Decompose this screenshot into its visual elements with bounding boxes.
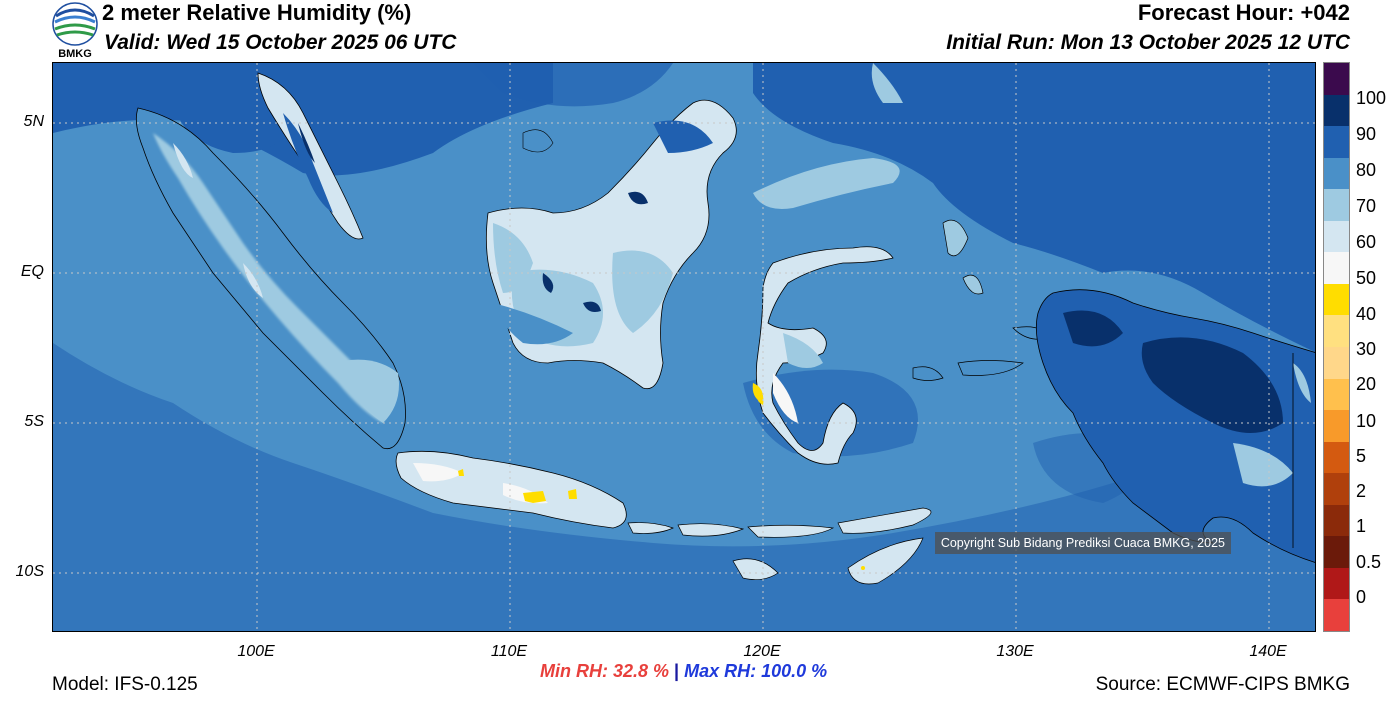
forecast-hour: Forecast Hour: +042 [1137, 0, 1350, 25]
colorbar-segment [1324, 220, 1349, 253]
cb-label-1: 1 [1356, 516, 1367, 536]
borneo-island [485, 99, 737, 390]
cb-label-80: 80 [1356, 160, 1377, 180]
colorbar [1323, 62, 1350, 632]
lon-label-110e: 110E [490, 643, 528, 660]
cb-label-0-5: 0.5 [1356, 552, 1382, 572]
colorbar-segment [1324, 126, 1349, 159]
colorbar-segment [1324, 283, 1349, 316]
lon-label-100e: 100E [237, 643, 275, 660]
initial-run: Initial Run: Mon 13 October 2025 12 UTC [946, 31, 1350, 54]
cb-label-0: 0 [1356, 587, 1367, 607]
cb-label-40: 40 [1356, 304, 1377, 324]
colorbar-segment [1324, 473, 1349, 506]
cb-label-60: 60 [1356, 232, 1377, 252]
graticule [53, 63, 1315, 631]
colorbar-segment [1324, 567, 1349, 600]
humid-band-north [871, 63, 903, 103]
lon-label-140e: 140E [1249, 643, 1287, 660]
source-label: Source: ECMWF-CIPS BMKG [1095, 674, 1350, 695]
lon-label-120e: 120E [743, 643, 781, 660]
copyright-notice: Copyright Sub Bidang Prediksi Cuaca BMKG… [934, 532, 1231, 554]
map-canvas [53, 63, 1315, 631]
colorbar-segment [1324, 347, 1349, 380]
cb-label-5: 5 [1356, 446, 1367, 466]
bmkg-logo-icon [52, 2, 98, 46]
valid-time: Valid: Wed 15 October 2025 06 UTC [104, 31, 457, 54]
cb-label-50: 50 [1356, 268, 1377, 288]
sulawesi-island [752, 246, 894, 465]
colorbar-segment [1324, 599, 1349, 632]
lon-label-130e: 130E [996, 643, 1034, 660]
cb-label-90: 90 [1356, 124, 1377, 144]
cb-label-70: 70 [1356, 196, 1377, 216]
colorbar-segment [1324, 63, 1349, 96]
sumatra-island [135, 107, 406, 450]
rh-separator: | [674, 661, 680, 681]
colorbar-segment [1324, 536, 1349, 569]
logo-text: BMKG [58, 48, 92, 60]
colorbar-segment [1324, 378, 1349, 411]
map-title: 2 meter Relative Humidity (%) [102, 0, 412, 25]
papua-island [1035, 289, 1315, 563]
cb-label-2: 2 [1356, 481, 1367, 501]
lat-label-10s: 10S [15, 563, 44, 580]
humid-band [753, 158, 900, 209]
model-label: Model: IFS-0.125 [52, 674, 198, 695]
lat-label-5n: 5N [23, 113, 44, 130]
colorbar-segment [1324, 252, 1349, 285]
cb-label-10: 10 [1356, 411, 1377, 431]
colorbar-segment [1324, 189, 1349, 222]
colorbar-segment [1324, 504, 1349, 537]
lat-label-eq: EQ [20, 263, 44, 280]
bmkg-logo: BMKG [52, 2, 98, 60]
java-island [395, 450, 627, 529]
colorbar-segment [1324, 94, 1349, 127]
malay-peninsula [257, 72, 364, 240]
humidity-map: Copyright Sub Bidang Prediksi Cuaca BMKG… [52, 62, 1316, 632]
rh-extremes: Min RH: 32.8 % | Max RH: 100.0 % [540, 661, 827, 682]
lat-label-5s: 5S [24, 413, 44, 430]
colorbar-segment [1324, 315, 1349, 348]
colorbar-segment [1324, 410, 1349, 443]
lesser-sunda-islands [627, 507, 932, 585]
cb-label-30: 30 [1356, 339, 1377, 359]
colorbar-segment [1324, 441, 1349, 474]
min-rh: Min RH: 32.8 % [540, 661, 670, 681]
cb-label-20: 20 [1356, 374, 1377, 394]
max-rh: Max RH: 100.0 % [684, 661, 828, 681]
cb-label-100: 100 [1356, 88, 1387, 108]
colorbar-segment [1324, 157, 1349, 190]
